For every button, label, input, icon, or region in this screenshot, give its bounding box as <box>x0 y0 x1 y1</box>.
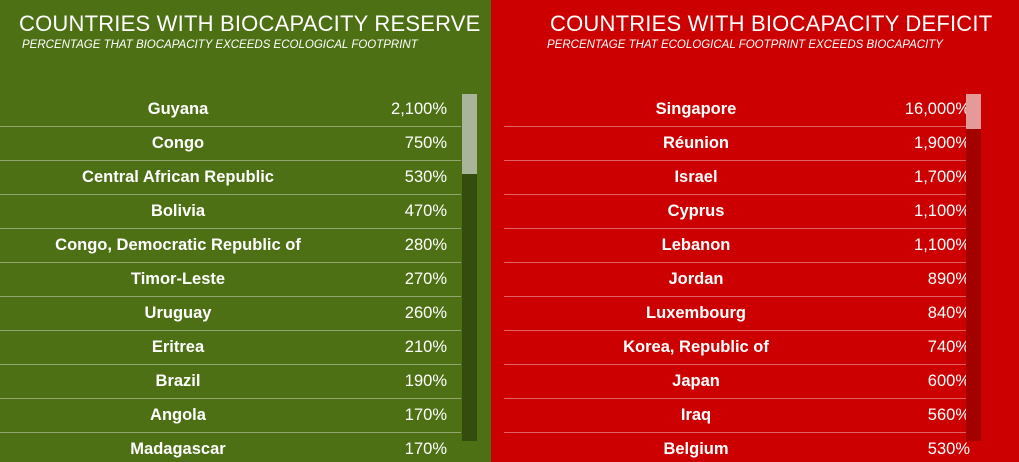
list-item: Luxembourg 840% <box>504 297 976 331</box>
country-name: Luxembourg <box>646 304 746 322</box>
country-name: Iraq <box>680 406 712 424</box>
list-item: Korea, Republic of 740% <box>504 331 976 365</box>
list-item: Eritrea 210% <box>0 331 461 365</box>
list-item: Madagascar 170% <box>0 433 461 462</box>
reserve-scrollbar[interactable] <box>462 94 477 441</box>
list-item: Guyana 2,100% <box>0 93 461 127</box>
country-name: Congo <box>151 134 205 152</box>
reserve-title: COUNTRIES WITH BIOCAPACITY RESERVE <box>19 11 481 36</box>
reserve-list[interactable]: Guyana 2,100% Congo 750% Central African R… <box>0 93 461 462</box>
country-name: Cyprus <box>667 202 725 220</box>
percentage-value: 280% <box>404 236 447 254</box>
percentage-value: 260% <box>404 304 447 322</box>
percentage-value: 600% <box>927 372 970 390</box>
reserve-panel: COUNTRIES WITH BIOCAPACITY RESERVE PERCE… <box>0 0 491 462</box>
percentage-value: 270% <box>404 270 447 288</box>
percentage-value: 470% <box>404 202 447 220</box>
country-name: Timor-Leste <box>130 270 226 288</box>
country-name: Congo, Democratic Republic of <box>55 236 301 254</box>
percentage-value: 170% <box>404 440 447 458</box>
deficit-subtitle: PERCENTAGE THAT ECOLOGICAL FOOTPRINT EXC… <box>547 39 943 51</box>
country-name: Jordan <box>668 270 724 288</box>
country-name: Central African Republic <box>82 168 274 186</box>
percentage-value: 170% <box>404 406 447 424</box>
list-item: Réunion 1,900% <box>504 127 976 161</box>
percentage-value: 1,100% <box>914 202 970 220</box>
country-name: Korea, Republic of <box>623 338 769 356</box>
percentage-value: 530% <box>927 440 970 458</box>
country-name: Guyana <box>147 100 209 118</box>
percentage-value: 190% <box>404 372 447 390</box>
country-name: Singapore <box>655 100 737 118</box>
percentage-value: 560% <box>927 406 970 424</box>
deficit-scrollbar-thumb[interactable] <box>966 94 981 129</box>
reserve-subtitle: PERCENTAGE THAT BIOCAPACITY EXCEEDS ECOL… <box>22 39 418 51</box>
deficit-scrollbar[interactable] <box>966 94 981 441</box>
percentage-value: 16,000% <box>904 100 970 118</box>
list-item: Iraq 560% <box>504 399 976 433</box>
list-item: Congo 750% <box>0 127 461 161</box>
deficit-list[interactable]: Singapore 16,000% Réunion 1,900% Israel 1,7… <box>504 93 976 462</box>
percentage-value: 1,900% <box>914 134 970 152</box>
percentage-value: 740% <box>927 338 970 356</box>
country-name: Brazil <box>155 372 201 390</box>
list-item: Central African Republic 530% <box>0 161 461 195</box>
list-item: Timor-Leste 270% <box>0 263 461 297</box>
list-item: Lebanon 1,100% <box>504 229 976 263</box>
list-item: Singapore 16,000% <box>504 93 976 127</box>
percentage-value: 2,100% <box>391 100 447 118</box>
reserve-scrollbar-thumb[interactable] <box>462 94 477 174</box>
percentage-value: 210% <box>404 338 447 356</box>
list-item: Bolivia 470% <box>0 195 461 229</box>
country-name: Uruguay <box>144 304 212 322</box>
list-item: Brazil 190% <box>0 365 461 399</box>
percentage-value: 530% <box>404 168 447 186</box>
deficit-panel: COUNTRIES WITH BIOCAPACITY DEFICIT PERCE… <box>491 0 1019 462</box>
deficit-title: COUNTRIES WITH BIOCAPACITY DEFICIT <box>550 11 993 36</box>
list-item: Congo, Democratic Republic of 280% <box>0 229 461 263</box>
list-item: Belgium 530% <box>504 433 976 462</box>
percentage-value: 840% <box>927 304 970 322</box>
list-item: Uruguay 260% <box>0 297 461 331</box>
country-name: Angola <box>150 406 206 424</box>
country-name: Belgium <box>663 440 729 458</box>
percentage-value: 750% <box>404 134 447 152</box>
list-item: Cyprus 1,100% <box>504 195 976 229</box>
list-item: Angola 170% <box>0 399 461 433</box>
country-name: Israel <box>674 168 718 186</box>
country-name: Madagascar <box>130 440 226 458</box>
country-name: Japan <box>672 372 720 390</box>
country-name: Lebanon <box>661 236 731 254</box>
percentage-value: 890% <box>927 270 970 288</box>
list-item: Israel 1,700% <box>504 161 976 195</box>
country-name: Réunion <box>663 134 729 152</box>
country-name: Eritrea <box>151 338 205 356</box>
country-name: Bolivia <box>150 202 206 220</box>
percentage-value: 1,100% <box>914 236 970 254</box>
percentage-value: 1,700% <box>914 168 970 186</box>
list-item: Japan 600% <box>504 365 976 399</box>
list-item: Jordan 890% <box>504 263 976 297</box>
